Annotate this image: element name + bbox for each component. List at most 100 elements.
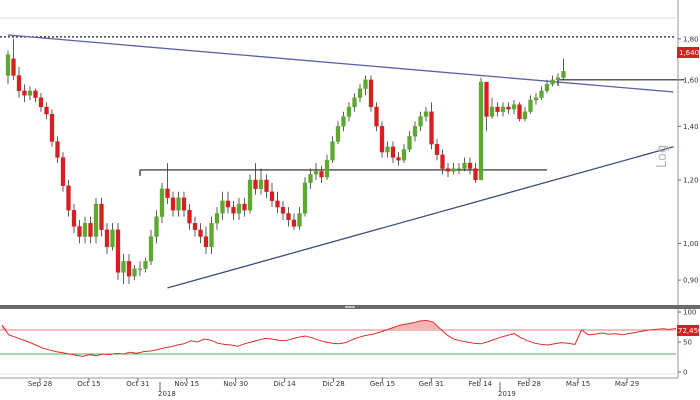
candle-up xyxy=(110,229,115,248)
candle-down xyxy=(473,168,478,181)
candle-down xyxy=(440,154,445,169)
candle-up xyxy=(407,136,412,150)
candle-up xyxy=(451,168,456,172)
log-scale-label: Log xyxy=(655,145,670,168)
oscillator-tick-label: 0 xyxy=(683,369,687,377)
candle-up xyxy=(220,200,225,214)
oscillator-tick-label: 100 xyxy=(683,309,696,317)
candle-down xyxy=(368,79,374,108)
candle-up xyxy=(363,79,368,89)
candle-down xyxy=(66,185,71,211)
candle-up xyxy=(159,188,165,217)
candle-up xyxy=(209,222,214,248)
candle-up xyxy=(27,90,33,96)
candle-up xyxy=(308,174,313,184)
candle-down xyxy=(291,219,297,227)
candle-down xyxy=(181,197,187,211)
candle-up xyxy=(121,261,126,273)
candle-down xyxy=(198,229,203,237)
candle-down xyxy=(16,75,22,92)
candle-up xyxy=(352,97,357,108)
price-tick-label: 1,20 xyxy=(683,176,699,184)
time-tick-label: Mar 29 xyxy=(615,380,639,388)
candle-down xyxy=(495,106,500,112)
panel-divider-grip xyxy=(345,306,355,308)
time-tick-label: Oct 31 xyxy=(126,380,149,388)
time-tick-label: Nov 15 xyxy=(174,380,199,388)
candle-up xyxy=(550,79,555,85)
time-tick-label: Gen 31 xyxy=(419,380,444,388)
candle-down xyxy=(242,203,247,211)
price-tick-label: 1,00 xyxy=(683,240,699,248)
candle-down xyxy=(44,106,49,115)
candle-up xyxy=(522,111,528,120)
candle-down xyxy=(99,203,104,230)
candle-up xyxy=(214,213,220,224)
candle-up xyxy=(561,71,566,78)
candle-down xyxy=(115,229,121,273)
candle-up xyxy=(258,179,264,189)
oscillator-overbought-fill xyxy=(2,320,676,330)
candle-up xyxy=(555,77,561,80)
candle-up xyxy=(511,104,517,110)
candle-down xyxy=(77,226,82,237)
candle-down xyxy=(280,206,286,214)
candle-up xyxy=(247,179,253,211)
candle-down xyxy=(396,157,401,161)
candle-up xyxy=(176,197,181,211)
last-price-label: 1,6405 xyxy=(679,49,700,57)
time-tick-label: Dic 28 xyxy=(322,380,344,388)
candle-down xyxy=(165,188,170,198)
trendline xyxy=(7,34,674,93)
candle-down xyxy=(506,106,511,110)
time-tick-label: Sep 28 xyxy=(28,380,52,388)
candle-down xyxy=(390,146,396,158)
candle-up xyxy=(148,236,154,262)
candle-down xyxy=(33,90,38,98)
candle-down xyxy=(55,141,60,158)
candle-up xyxy=(539,90,544,98)
candle-down xyxy=(60,157,66,186)
candle-down xyxy=(286,213,291,221)
price-tick-label: 1,60 xyxy=(683,76,699,84)
candle-up xyxy=(93,203,99,237)
candle-down xyxy=(203,236,209,248)
candle-up xyxy=(357,88,363,98)
candle-up xyxy=(489,106,495,117)
candle-up xyxy=(346,106,352,117)
candle-down xyxy=(22,90,27,96)
candle-down xyxy=(88,222,93,237)
candle-down xyxy=(11,58,16,76)
candle-up xyxy=(5,54,11,76)
candle-up xyxy=(324,160,330,178)
candle-down xyxy=(275,200,280,208)
time-tick-label: Oct 15 xyxy=(77,380,100,388)
candle-down xyxy=(434,144,440,155)
candle-down xyxy=(484,81,489,117)
candle-up xyxy=(478,81,484,181)
candle-up xyxy=(330,141,335,161)
candle-down xyxy=(253,179,258,189)
candle-up xyxy=(335,126,341,142)
time-tick-label: Feb 28 xyxy=(517,380,541,388)
candle-up xyxy=(341,116,346,127)
candle-down xyxy=(71,210,77,227)
candle-up xyxy=(544,84,550,92)
candle-down xyxy=(126,261,132,277)
last-oscillator-box: 72,4503 xyxy=(677,325,700,336)
candle-down xyxy=(225,200,231,208)
year-label-2018: 2018 xyxy=(158,390,176,398)
trendline xyxy=(167,146,674,289)
candle-up xyxy=(456,168,462,170)
candle-up xyxy=(302,182,308,214)
candle-up xyxy=(313,171,319,175)
oscillator-tick-label: 50 xyxy=(683,339,692,347)
candle-down xyxy=(379,126,385,153)
year-label-2019: 2019 xyxy=(498,390,516,398)
time-tick-label: Dic 14 xyxy=(273,380,296,388)
last-oscillator-box-bg xyxy=(677,325,699,336)
oscillator-line xyxy=(1,319,677,357)
price-tick-label: 1,80 xyxy=(683,35,699,43)
